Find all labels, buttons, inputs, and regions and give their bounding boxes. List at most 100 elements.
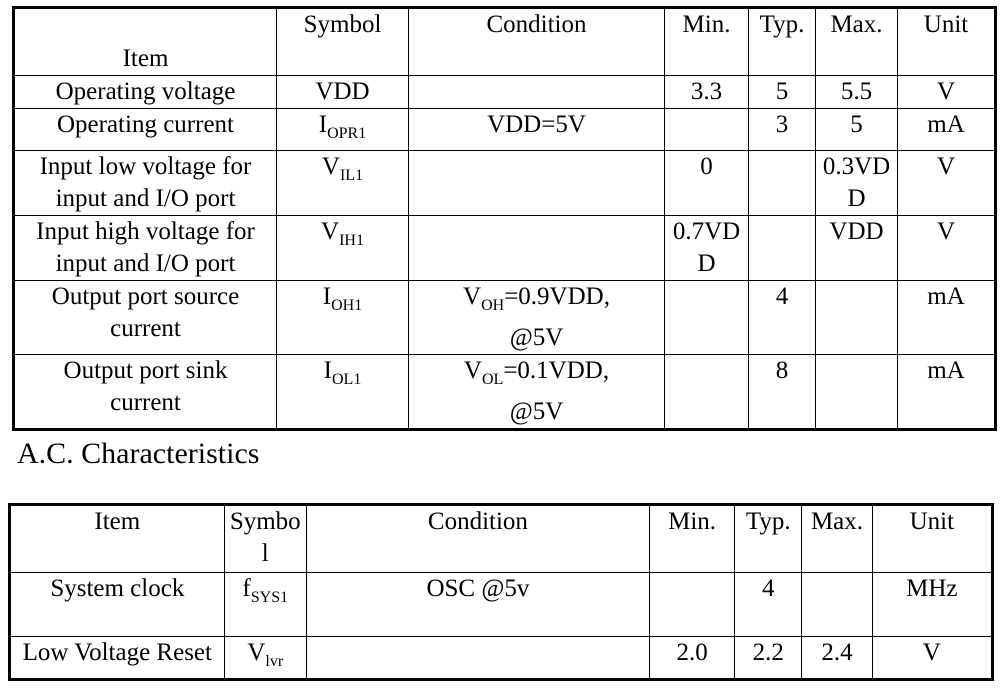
- max-cell: 0.3VD D: [815, 150, 898, 216]
- unit-cell: MHz: [871, 572, 994, 637]
- header-symbol: Symbol: [276, 7, 409, 76]
- condition-line-2: @5V: [509, 398, 564, 425]
- min-cell: 3.3: [664, 75, 749, 109]
- item-cell: Operating voltage: [13, 75, 277, 109]
- dc-characteristics-table: Item Symbol Condition Min. Typ. Max. Uni…: [12, 6, 997, 431]
- item-cell: Low Voltage Reset: [9, 636, 225, 680]
- symbol-cell: IOL1: [276, 354, 409, 430]
- condition-cell: [408, 75, 665, 109]
- table-row: Output port sink current IOL1 VOL=0.1VDD,…: [13, 354, 996, 430]
- header-unit: Unit: [871, 504, 994, 573]
- condition-cell: VOL=0.1VDD, @5V: [408, 354, 665, 430]
- symbol-subscript: OPR1: [327, 125, 367, 142]
- condition-cell: [408, 150, 665, 216]
- max-cell: 5.5: [815, 75, 898, 109]
- symbol-subscript: OL1: [332, 371, 362, 388]
- ac-characteristics-table: Item Symbo l Condition Min. Typ. Max. Uni…: [8, 503, 994, 681]
- condition-cell: [305, 636, 650, 680]
- table-row: System clock fSYS1 OSC @5v 4 MHz: [9, 572, 994, 637]
- typ-cell: [748, 215, 816, 281]
- min-cell: [664, 108, 749, 151]
- symbol-main: V: [321, 153, 340, 180]
- header-typ: Typ.: [748, 7, 816, 76]
- item-line-1: Input high voltage for: [36, 218, 255, 245]
- header-condition: Condition: [305, 504, 650, 573]
- symbol-cell: IOH1: [276, 280, 409, 355]
- header-symbol-line-1: Symbo: [229, 508, 301, 535]
- symbol-main: I: [322, 283, 332, 310]
- item-cell: Output port source current: [13, 280, 277, 355]
- condition-subscript: OH: [481, 297, 505, 314]
- condition-line-2: @5V: [509, 324, 564, 351]
- unit-cell: V: [897, 215, 996, 281]
- item-line-1: Output port sink: [63, 357, 228, 384]
- max-cell: VDD: [815, 215, 898, 281]
- condition-subscript: OL: [481, 371, 504, 388]
- typ-cell: 8: [748, 354, 816, 430]
- symbol-subscript: OH1: [331, 297, 363, 314]
- typ-cell: [748, 150, 816, 216]
- header-max: Max.: [801, 504, 873, 573]
- table-row: Input high voltage for input and I/O port…: [13, 215, 996, 281]
- header-min: Min.: [664, 7, 749, 76]
- unit-cell: V: [897, 150, 996, 216]
- symbol-main: VDD: [315, 78, 370, 105]
- header-min: Min.: [648, 504, 736, 573]
- symbol-cell: VDD: [276, 75, 409, 109]
- symbol-subscript: IH1: [339, 232, 364, 249]
- header-typ: Typ.: [734, 504, 803, 573]
- max-cell: 2.4: [801, 636, 873, 680]
- symbol-main: V: [247, 639, 266, 666]
- table-row: Input low voltage for input and I/O port …: [13, 150, 996, 216]
- table-header-row: Item Symbol Condition Min. Typ. Max. Uni…: [13, 7, 996, 76]
- symbol-cell: IOPR1: [276, 108, 409, 151]
- item-line-2: current: [110, 389, 181, 416]
- typ-cell: 4: [734, 572, 803, 637]
- condition-rest: =0.1VDD,: [503, 357, 610, 384]
- table-row: Output port source current IOH1 VOH=0.9VD…: [13, 280, 996, 355]
- condition-cell: VDD=5V: [408, 108, 665, 151]
- symbol-main: I: [323, 357, 332, 384]
- condition-line-1: VOH=0.9VDD,: [410, 282, 664, 323]
- section-heading-ac: A.C. Characteristics: [17, 437, 260, 470]
- symbol-cell: fSYS1: [223, 572, 307, 637]
- min-cell: [648, 572, 736, 637]
- item-line-2: current: [110, 315, 181, 342]
- max-cell: 5: [815, 108, 898, 151]
- condition-cell: [408, 215, 665, 281]
- header-unit: Unit: [897, 7, 996, 76]
- symbol-main: f: [242, 575, 251, 602]
- unit-cell: mA: [897, 108, 996, 151]
- symbol-main: V: [321, 218, 340, 245]
- min-line-1: 0.7VD: [672, 218, 741, 245]
- min-cell: [664, 354, 749, 430]
- symbol-subscript: lvr: [265, 653, 284, 670]
- symbol-subscript: SYS1: [250, 589, 289, 606]
- condition-cell: VOH=0.9VDD, @5V: [408, 280, 665, 355]
- unit-cell: mA: [897, 354, 996, 430]
- symbol-cell: VIL1: [276, 150, 409, 216]
- item-cell: Output port sink current: [13, 354, 277, 430]
- condition-rest: =0.9VDD,: [504, 283, 610, 310]
- symbol-cell: VIH1: [276, 215, 409, 281]
- typ-cell: 5: [748, 75, 816, 109]
- header-item: Item: [9, 504, 225, 573]
- symbol-main: I: [318, 111, 328, 138]
- max-cell: [801, 572, 873, 637]
- item-line-2: input and I/O port: [55, 250, 236, 277]
- min-cell: 0.7VD D: [664, 215, 749, 281]
- condition-cell: OSC @5v: [305, 572, 650, 637]
- min-cell: 0: [664, 150, 749, 216]
- symbol-cell: Vlvr: [223, 636, 307, 680]
- condition-main: V: [463, 283, 482, 310]
- unit-cell: V: [897, 75, 996, 109]
- min-cell: 2.0: [648, 636, 736, 680]
- item-line-1: Output port source: [51, 283, 240, 310]
- table-row: Low Voltage Reset Vlvr 2.0 2.2 2.4 V: [9, 636, 994, 680]
- max-line-1: 0.3VD: [822, 153, 891, 180]
- typ-cell: 4: [748, 280, 816, 355]
- item-line-1: Input low voltage for: [39, 153, 252, 180]
- symbol-subscript: IL1: [339, 167, 364, 184]
